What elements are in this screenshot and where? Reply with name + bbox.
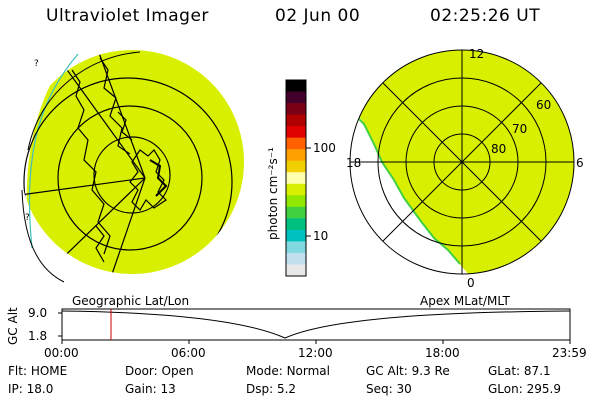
geographic-image-edge-mask xyxy=(20,40,78,260)
colorbar-segment xyxy=(286,218,306,231)
latitude-circle xyxy=(23,77,233,274)
app-title: Ultraviolet Imager xyxy=(46,6,209,26)
status-flight: Flt: HOME xyxy=(8,364,67,378)
colorbar-segment xyxy=(286,252,306,265)
status-dsp-value: 5.2 xyxy=(276,382,297,396)
mlt-label-0: 0 xyxy=(467,276,475,290)
status-glon-label: GLon: xyxy=(488,382,523,396)
status-flight-label: Flt: xyxy=(8,364,27,378)
status-door: Door: Open xyxy=(125,364,194,378)
latitude-circle xyxy=(57,105,203,251)
colorbar-segment xyxy=(286,172,306,185)
right-panel-label: Apex MLat/MLT xyxy=(420,294,510,308)
colorbar-segment xyxy=(286,229,306,242)
status-gain-label: Gain: xyxy=(125,382,157,396)
status-gc-alt: GC Alt: 9.3 Re xyxy=(366,364,450,378)
status-dsp: Dsp: 5.2 xyxy=(246,382,296,396)
colorbar-tick-label-100: 100 xyxy=(313,141,336,155)
status-door-label: Door: xyxy=(125,364,158,378)
mlat-label-80: 80 xyxy=(491,142,507,156)
mlt-meridian-diagonal xyxy=(382,82,542,242)
latitude-arc-outer xyxy=(21,189,65,283)
status-seq-value: 30 xyxy=(396,382,412,396)
colorbar-segment xyxy=(286,137,306,150)
mlt-label-6: 6 xyxy=(576,156,584,170)
coastline xyxy=(117,111,133,141)
altitude-xtick-label: 00:00 xyxy=(44,346,79,360)
image-date: 02 Jun 00 xyxy=(275,6,361,26)
status-gain: Gain: 13 xyxy=(125,382,176,396)
altitude-xtick-label: 12:00 xyxy=(298,346,333,360)
status-flight-value: HOME xyxy=(30,364,68,378)
status-gain-value: 13 xyxy=(160,382,176,396)
coastline xyxy=(71,69,111,255)
colorbar-segment xyxy=(286,183,306,196)
altitude-ytick-label-bottom: 1.8 xyxy=(28,329,48,343)
left-panel-label: Geographic Lat/Lon xyxy=(72,294,190,308)
coastline xyxy=(129,149,167,211)
image-time: 02:25:26 UT xyxy=(430,6,541,26)
grid-marker: ? xyxy=(34,59,39,69)
colorbar-segment xyxy=(286,149,306,162)
colorbar-segment xyxy=(286,160,306,173)
apex-nodata-edge xyxy=(351,111,461,265)
coastline xyxy=(99,57,131,155)
colorbar-segment xyxy=(286,241,306,254)
colorbar xyxy=(286,80,306,277)
colorbar-segment xyxy=(286,126,306,139)
meridian-line xyxy=(109,177,146,274)
colorbar-tick-label-10: 10 xyxy=(313,229,329,243)
apex-nodata-region xyxy=(350,110,470,274)
altitude-plot xyxy=(58,308,571,344)
colorbar-segment xyxy=(286,206,306,219)
meridian-line xyxy=(59,59,146,179)
status-ip: IP: 18.0 xyxy=(8,382,53,396)
latitude-circle xyxy=(93,136,171,214)
status-glat-value: 87.1 xyxy=(523,364,551,378)
status-seq: Seq: 30 xyxy=(366,382,412,396)
altitude-xtick-label: 23:59 xyxy=(552,346,587,360)
coastline xyxy=(149,159,168,197)
coastline xyxy=(95,225,105,263)
apex-image xyxy=(349,49,575,275)
status-gc-alt-label: GC Alt: xyxy=(366,364,408,378)
colorbar-segment xyxy=(286,103,306,116)
status-glon: GLon: 295.9 xyxy=(488,382,561,396)
status-mode-value: Normal xyxy=(286,364,330,378)
mlat-label-60: 60 xyxy=(536,98,552,112)
geographic-image: ? ? xyxy=(20,40,244,283)
altitude-ytick-label-top: 9.0 xyxy=(28,306,48,320)
mlat-label-70: 70 xyxy=(512,122,528,136)
status-glat: GLat: 87.1 xyxy=(488,364,551,378)
latitude-arc-outer xyxy=(27,51,141,151)
colorbar-segment xyxy=(286,80,306,93)
status-glon-value: 295.9 xyxy=(526,382,561,396)
status-mode: Mode: Normal xyxy=(246,364,330,378)
status-ip-value: 18.0 xyxy=(26,382,54,396)
status-mode-label: Mode: xyxy=(246,364,283,378)
altitude-xtick-label: 18:00 xyxy=(425,346,460,360)
status-door-value: Open xyxy=(161,364,194,378)
colorbar-unit-label: photon cm⁻²s⁻¹ xyxy=(266,147,280,240)
mlt-label-18: 18 xyxy=(346,156,362,170)
colorbar-segment xyxy=(286,114,306,127)
status-gc-alt-value: 9.3 Re xyxy=(411,364,450,378)
colorbar-segment xyxy=(286,91,306,104)
altitude-ylabel: GC Alt xyxy=(6,307,20,345)
mlt-label-12: 12 xyxy=(469,47,485,61)
grid-marker: ? xyxy=(25,213,30,223)
meridian-line xyxy=(20,177,146,196)
status-seq-label: Seq: xyxy=(366,382,393,396)
colorbar-segment xyxy=(286,195,306,208)
altitude-xtick-label: 06:00 xyxy=(171,346,206,360)
status-dsp-label: Dsp: xyxy=(246,382,274,396)
colorbar-segment xyxy=(286,264,306,277)
colorbar-frame xyxy=(285,79,307,277)
altitude-curve xyxy=(61,310,571,339)
status-ip-label: IP: xyxy=(8,382,23,396)
status-glat-label: GLat: xyxy=(488,364,521,378)
